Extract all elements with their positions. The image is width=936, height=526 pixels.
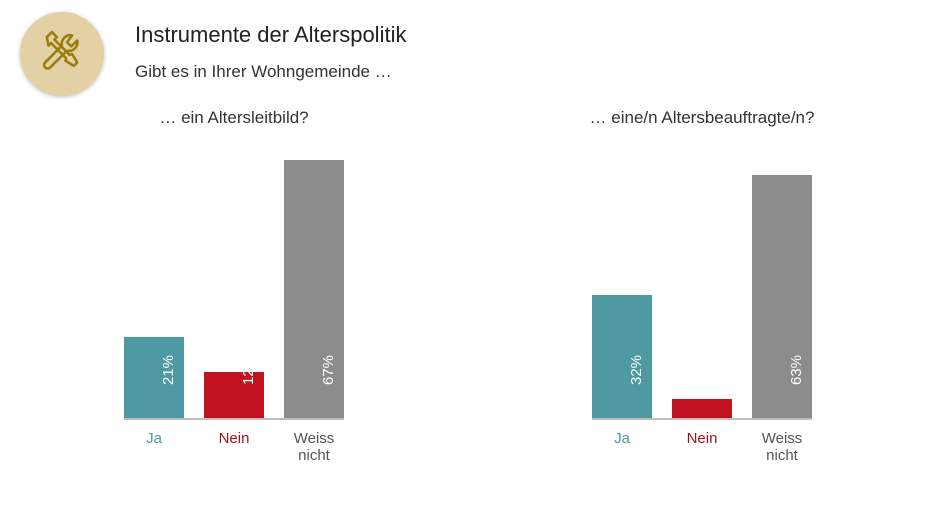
bar-ja: 21% xyxy=(124,337,184,418)
page-subtitle: Gibt es in Ihrer Wohngemeinde … xyxy=(135,62,392,82)
category-label: Nein xyxy=(204,430,264,447)
bar-ja: 32% xyxy=(592,295,652,418)
title-text: Instrumente der Alterspolitik xyxy=(135,22,406,48)
chart-altersbeauftragte: … eine/n Altersbeauftragte/n? 32% 5% 63% J… xyxy=(468,100,936,520)
charts-row: … ein Altersleitbild? 21% 12% 67% Ja Nein We… xyxy=(0,100,936,520)
bar-nein: 5% xyxy=(672,399,732,418)
bar-value-label: 32% xyxy=(628,355,645,385)
bar-value-label: 63% xyxy=(788,355,805,385)
page-title: Instrumente der Alterspolitik xyxy=(135,22,406,48)
category-label: Nein xyxy=(672,430,732,447)
chart-plot: 21% 12% 67% xyxy=(124,150,344,420)
bar-value-label-wrap: 5% xyxy=(702,371,719,393)
chart-plot: 32% 5% 63% xyxy=(592,150,812,420)
chart-subtitle: … ein Altersleitbild? xyxy=(0,108,468,128)
category-label: Weissnicht xyxy=(284,430,344,464)
bar-value-label: 67% xyxy=(320,355,337,385)
category-label: Ja xyxy=(124,430,184,447)
bar-value-label: 21% xyxy=(160,355,177,385)
chart-baseline xyxy=(124,418,344,420)
bar-value-label-wrap: 63% xyxy=(782,363,799,393)
bar-value-label-wrap: 12% xyxy=(234,363,251,393)
bar-value-label: 12% xyxy=(240,355,257,385)
bar-weiss-nicht: 67% xyxy=(284,160,344,418)
category-label: Weissnicht xyxy=(752,430,812,464)
chart-subtitle: … eine/n Altersbeauftragte/n? xyxy=(468,108,936,128)
bar-weiss-nicht: 63% xyxy=(752,175,812,418)
bar-nein: 12% xyxy=(204,372,264,418)
chart-baseline xyxy=(592,418,812,420)
bar-value-label-wrap: 32% xyxy=(622,363,639,393)
tools-icon xyxy=(20,12,104,96)
bar-value-label: 5% xyxy=(708,363,725,385)
bar-value-label-wrap: 21% xyxy=(154,363,171,393)
category-label: Ja xyxy=(592,430,652,447)
bar-value-label-wrap: 67% xyxy=(314,363,331,393)
chart-altersleitbild: … ein Altersleitbild? 21% 12% 67% Ja Nein We… xyxy=(0,100,468,520)
